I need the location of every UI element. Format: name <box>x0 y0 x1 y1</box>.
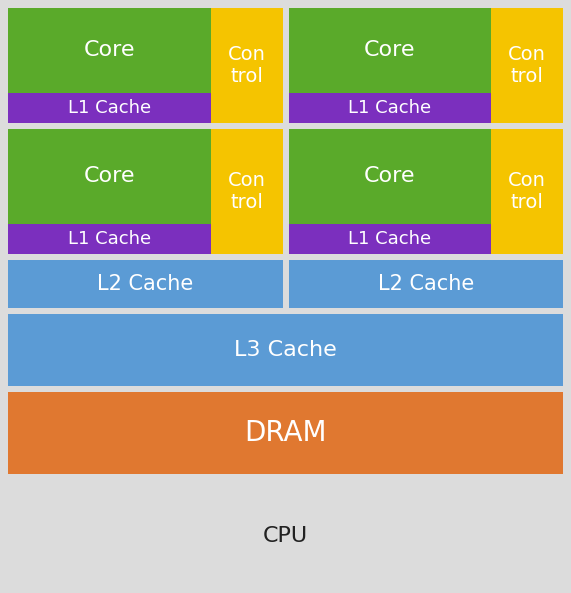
Bar <box>491 8 563 123</box>
Bar <box>8 224 211 254</box>
Bar <box>8 392 563 474</box>
Text: Core: Core <box>364 167 416 187</box>
Text: L2 Cache: L2 Cache <box>97 274 194 294</box>
Bar <box>8 260 283 308</box>
Text: Con
trol: Con trol <box>508 171 546 212</box>
Bar <box>8 93 211 123</box>
Text: L1 Cache: L1 Cache <box>348 230 431 248</box>
Text: Con
trol: Con trol <box>228 171 266 212</box>
Text: Core: Core <box>83 167 135 187</box>
Text: Core: Core <box>364 40 416 60</box>
Text: CPU: CPU <box>263 527 308 547</box>
Bar <box>491 129 563 254</box>
Text: L2 Cache: L2 Cache <box>377 274 474 294</box>
Text: Con
trol: Con trol <box>508 46 546 85</box>
Bar <box>8 129 211 224</box>
Text: Con
trol: Con trol <box>228 46 266 85</box>
Bar <box>288 260 563 308</box>
Text: Core: Core <box>83 40 135 60</box>
Bar <box>288 93 491 123</box>
Bar <box>211 129 283 254</box>
Bar <box>288 8 491 93</box>
Text: DRAM: DRAM <box>244 419 327 447</box>
Bar <box>288 224 491 254</box>
Text: L3 Cache: L3 Cache <box>234 340 337 360</box>
Text: L1 Cache: L1 Cache <box>68 99 151 117</box>
Text: L1 Cache: L1 Cache <box>68 230 151 248</box>
Bar <box>211 8 283 123</box>
Bar <box>288 129 491 224</box>
Bar <box>8 8 211 93</box>
Bar <box>8 314 563 386</box>
Text: L1 Cache: L1 Cache <box>348 99 431 117</box>
